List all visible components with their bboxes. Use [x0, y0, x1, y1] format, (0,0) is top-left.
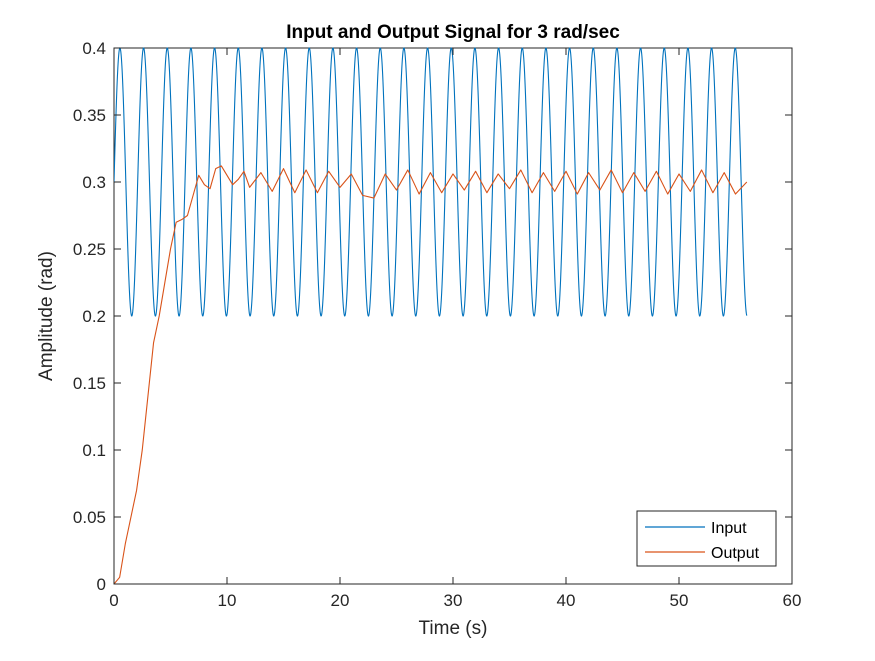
y-tick-label: 0.15	[73, 374, 106, 393]
legend-box	[636, 510, 777, 567]
x-tick-label: 20	[331, 591, 350, 610]
x-tick-label: 30	[444, 591, 463, 610]
x-tick-label: 10	[218, 591, 237, 610]
y-tick-label: 0.2	[82, 307, 106, 326]
legend-label-input: Input	[711, 520, 747, 537]
y-tick-label: 0.4	[82, 39, 106, 58]
x-tick-label: 0	[109, 591, 118, 610]
y-tick-label: 0.3	[82, 173, 106, 192]
x-tick-label: 60	[783, 591, 802, 610]
axes-box	[113, 47, 793, 585]
y-tick-label: 0.05	[73, 508, 106, 527]
series-input-line	[114, 47, 748, 317]
x-tick-label: 50	[670, 591, 689, 610]
legend: Input Output	[636, 510, 777, 567]
y-tick-label: 0.35	[73, 106, 106, 125]
y-axis-label: Amplitude (rad)	[36, 251, 57, 381]
series-output-line	[114, 165, 748, 585]
x-axis-label: Time (s)	[419, 618, 488, 639]
y-tick-label: 0	[97, 575, 106, 594]
y-tick-label: 0.25	[73, 240, 106, 259]
x-tick-label: 40	[557, 591, 576, 610]
y-tick-label: 0.1	[82, 441, 106, 460]
legend-label-output: Output	[711, 545, 760, 562]
chart-title: Input and Output Signal for 3 rad/sec	[286, 22, 620, 43]
